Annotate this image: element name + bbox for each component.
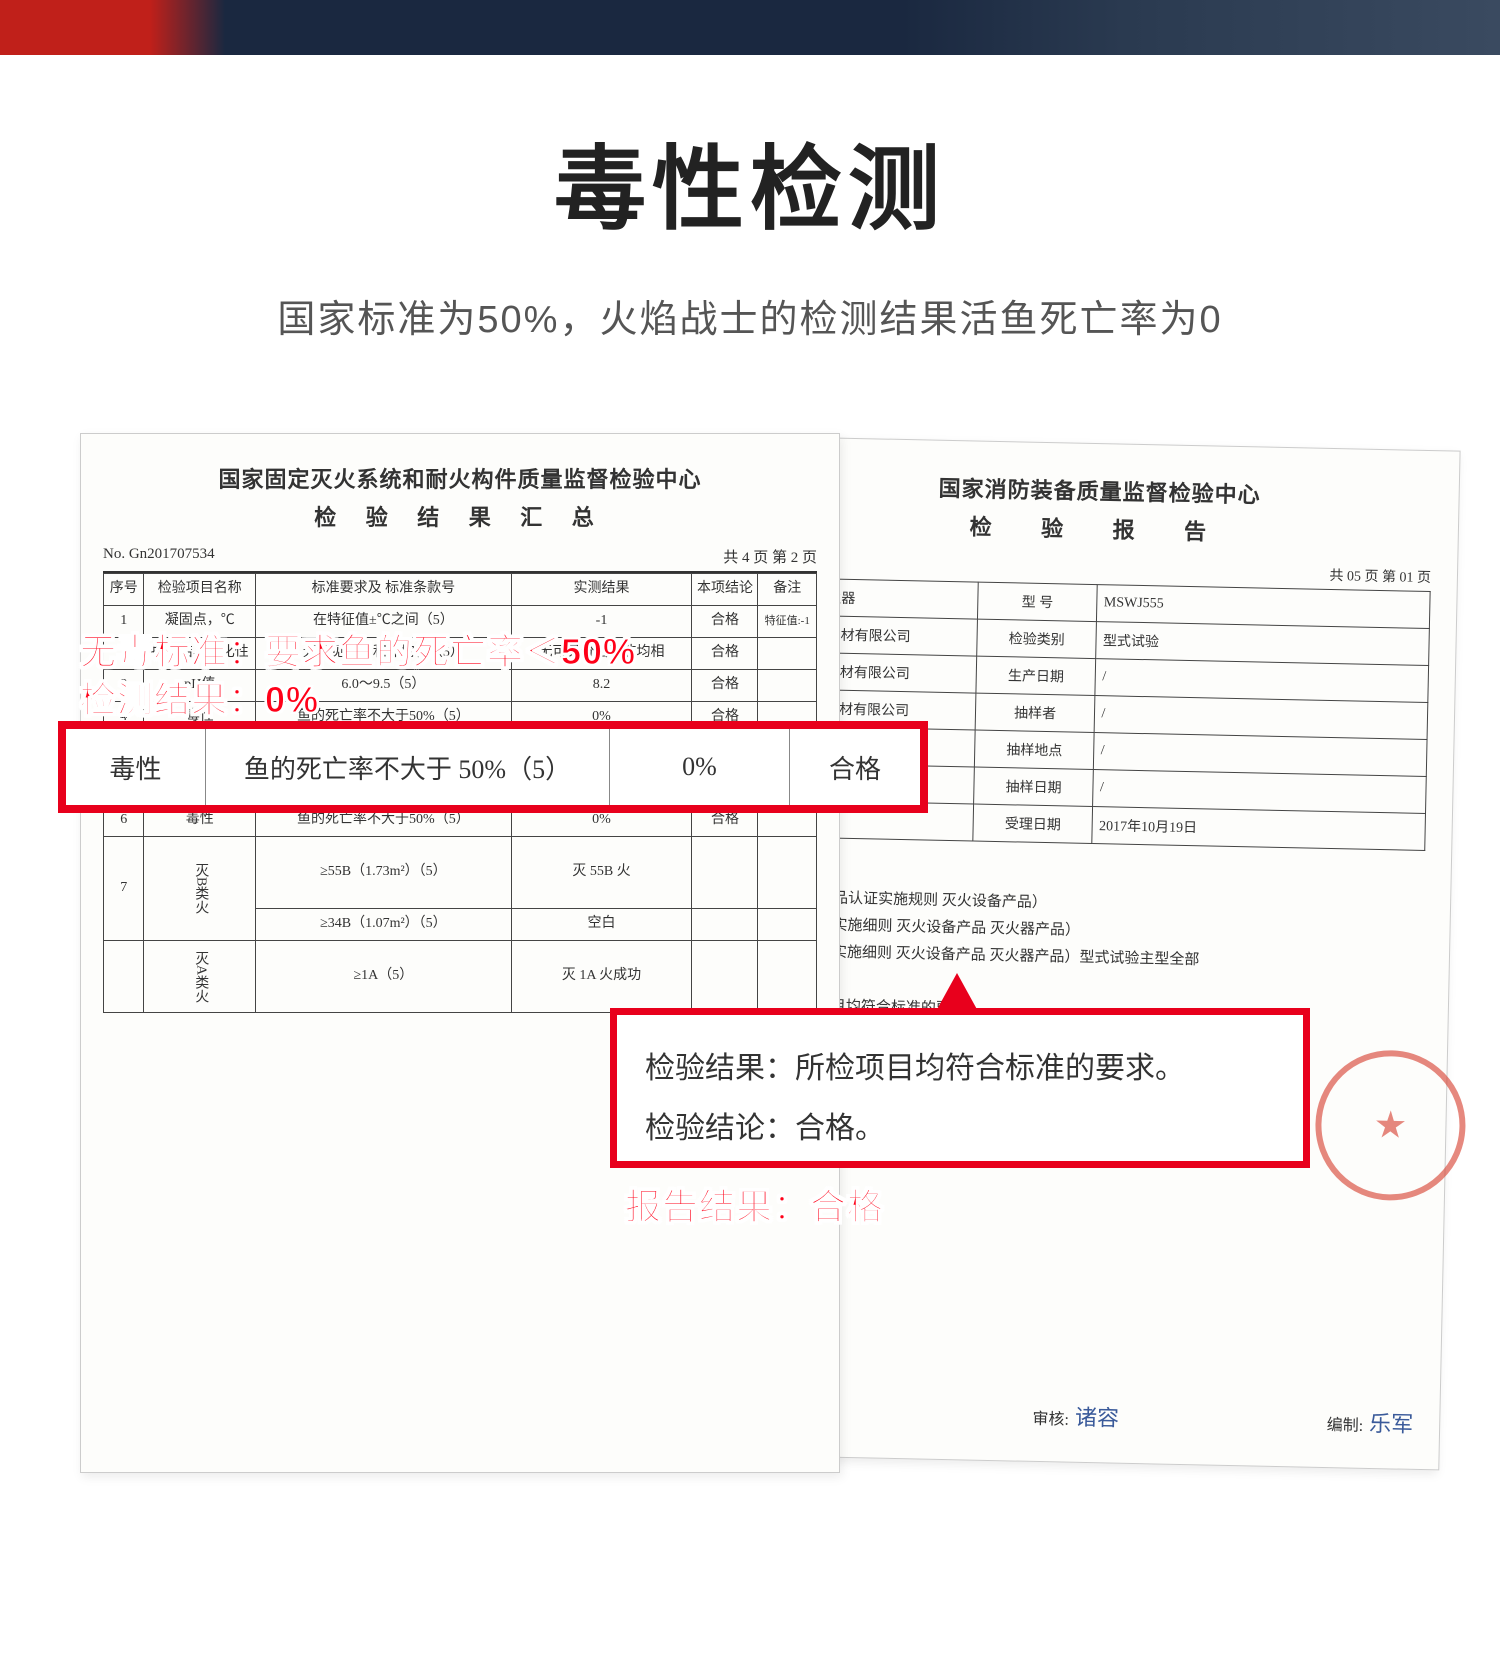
highlight-cell: 毒性 xyxy=(66,729,206,805)
doc-right-title: 国家消防装备质量监督检验中心 xyxy=(766,467,1433,513)
doc-left-title: 国家固定灭火系统和耐火构件质量监督检验中心 xyxy=(103,462,817,494)
signature-row: 成3.6子 审核:诸容 编制:乐军 xyxy=(747,1393,1414,1439)
red-seal-icon xyxy=(1314,1049,1467,1202)
test-summary-doc: 国家固定灭火系统和耐火构件质量监督检验中心 检 验 结 果 汇 总 No. Gn… xyxy=(80,433,840,1473)
conclusion-line: 检验结论：合格。 xyxy=(645,1099,1275,1159)
highlight-cell: 合格 xyxy=(790,729,920,805)
doc-left-meta: No. Gn201707534 共 4 页 第 2 页 xyxy=(103,546,817,573)
page-title: 毒性检测 xyxy=(30,115,1470,248)
photo-strip xyxy=(0,0,1500,55)
main-content: 毒性检测 国家标准为50%，火焰战士的检测结果活鱼死亡率为0 国家消防装备质量监… xyxy=(0,55,1500,1680)
callout-standard-text: 无毒标准：要求鱼的死亡率＜50% xyxy=(80,623,636,675)
callout-arrow-icon xyxy=(935,973,979,1013)
doc-left-subtitle: 检 验 结 果 汇 总 xyxy=(103,500,817,532)
highlight-cell: 0% xyxy=(610,729,790,805)
conclusion-highlight-box: 检验结果：所检项目均符合标准的要求。 检验结论：合格。 xyxy=(610,1008,1310,1168)
doc-right-subtitle: 检 验 报 告 xyxy=(766,505,1433,551)
table-row: 灭A类火 ≥1A（5） 灭 1A 火成功 xyxy=(104,941,817,1013)
callout-result-text: 检测结果：0% xyxy=(80,671,319,723)
highlight-cell: 鱼的死亡率不大于 50%（5） xyxy=(206,729,610,805)
documents-area: 国家消防装备质量监督检验中心 检 验 报 告 共 05 页 第 01 页 水基型… xyxy=(30,433,1470,1533)
table-row: 7 灭B类火 ≥55B（1.73m²）（5） 灭 55B 火 xyxy=(104,837,817,909)
page-subtitle: 国家标准为50%，火焰战士的检测结果活鱼死亡率为0 xyxy=(30,288,1470,343)
conclusion-line: 检验结果：所检项目均符合标准的要求。 xyxy=(645,1039,1275,1099)
toxicity-highlight-box: 毒性 鱼的死亡率不大于 50%（5） 0% 合格 xyxy=(58,721,928,813)
callout-report-result-text: 报告结果：合格 xyxy=(625,1178,884,1230)
